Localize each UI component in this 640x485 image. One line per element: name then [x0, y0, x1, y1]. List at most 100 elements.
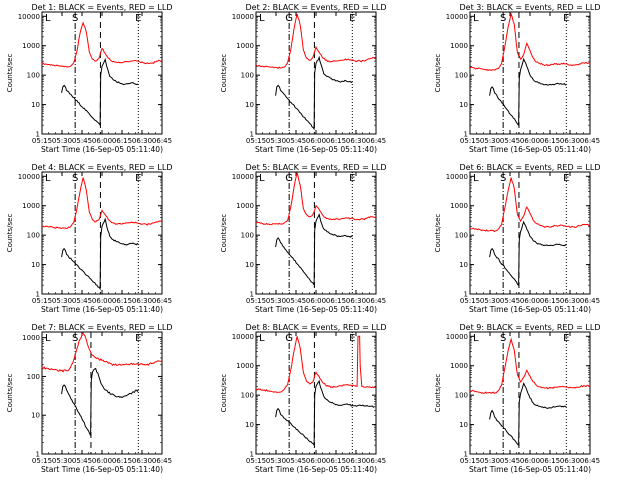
x-axis-title: Start Time (16-Sep-05 05:11:40) [41, 465, 163, 474]
x-tick-label: 06:00 [92, 457, 112, 465]
y-tick-label: 10 [245, 261, 254, 269]
x-tick-label: 05:45 [72, 297, 92, 305]
y-axis-title: Counts/sec [6, 374, 14, 413]
x-tick-label: 06:15 [540, 457, 560, 465]
y-tick-label: 100 [241, 72, 254, 80]
y-tick-label: 1000 [236, 202, 254, 210]
time-marker-label: E [349, 13, 355, 24]
x-axis-title: Start Time (16-Sep-05 05:11:40) [41, 305, 163, 314]
panel-title: Det 2: BLACK = Events, RED = LLD [246, 3, 387, 12]
x-tick-label: 05:15 [246, 137, 266, 145]
x-tick-label: 05:45 [286, 137, 306, 145]
y-tick-label: 10000 [232, 173, 254, 181]
y-tick-label: 100 [27, 373, 40, 381]
lld-series-line [41, 21, 163, 68]
panel-title: Det 3: BLACK = Events, RED = LLD [460, 3, 601, 12]
x-axis-title: Start Time (16-Sep-05 05:11:40) [255, 465, 377, 474]
corner-marker-label: L [45, 173, 51, 184]
x-tick-label: 05:15 [32, 297, 52, 305]
x-tick-label: 06:30 [560, 297, 580, 305]
chart-panel-6: Det 6: BLACK = Events, RED = LLD 1 10 100 10… [434, 163, 600, 314]
y-tick-label: 1000 [22, 334, 40, 342]
x-tick-label: 05:45 [72, 137, 92, 145]
time-marker-label: S [500, 13, 506, 24]
y-tick-label: 1000 [236, 362, 254, 370]
panel-title: Det 9: BLACK = Events, RED = LLD [460, 323, 601, 332]
x-tick-label: 06:30 [132, 137, 152, 145]
corner-marker-label: L [45, 333, 51, 344]
x-tick-label: 06:00 [306, 457, 326, 465]
y-tick-label: 100 [241, 232, 254, 240]
time-marker-label: S [72, 173, 78, 184]
x-tick-label: 06:00 [306, 297, 326, 305]
y-tick-label: 1 [464, 291, 468, 299]
x-axis-title: Start Time (16-Sep-05 05:11:40) [41, 145, 163, 154]
time-marker-label: S [72, 333, 78, 344]
y-tick-label: 10 [31, 261, 40, 269]
time-marker-label: G [285, 333, 293, 344]
plot-frame [41, 331, 163, 455]
x-tick-label: 06:45 [152, 457, 172, 465]
y-tick-label: 100 [455, 72, 468, 80]
x-tick-label: 05:45 [286, 297, 306, 305]
x-tick-label: 06:30 [346, 137, 366, 145]
x-tick-label: 06:00 [520, 137, 540, 145]
time-marker-label: E [135, 333, 141, 344]
panel-title: Det 8: BLACK = Events, RED = LLD [246, 323, 387, 332]
x-tick-label: 05:30 [52, 457, 72, 465]
y-tick-label: 10000 [232, 13, 254, 21]
lld-series-line [41, 332, 163, 373]
x-tick-label: 06:00 [92, 297, 112, 305]
x-tick-label: 06:00 [306, 137, 326, 145]
events-series-line [275, 55, 353, 131]
x-axis-title: Start Time (16-Sep-05 05:11:40) [255, 145, 377, 154]
time-marker-label: S [72, 13, 78, 24]
lld-series-line [41, 177, 163, 230]
y-axis-title: Counts/sec [434, 214, 442, 253]
y-tick-label: 100 [27, 232, 40, 240]
time-marker-label: E [135, 173, 141, 184]
x-tick-label: 05:15 [246, 457, 266, 465]
x-tick-label: 05:30 [480, 457, 500, 465]
x-axis-title: Start Time (16-Sep-05 05:11:40) [469, 305, 591, 314]
y-tick-label: 1000 [236, 42, 254, 50]
x-tick-label: 06:00 [520, 457, 540, 465]
panel-title: Det 7: BLACK = Events, RED = LLD [32, 323, 173, 332]
x-axis-title: Start Time (16-Sep-05 05:11:40) [469, 145, 591, 154]
lld-series-line [469, 12, 591, 72]
panel-title: Det 1: BLACK = Events, RED = LLD [32, 3, 173, 12]
y-tick-label: 10000 [446, 333, 468, 341]
time-marker-label: E [563, 173, 569, 184]
y-tick-label: 1 [250, 451, 254, 459]
x-tick-label: 05:45 [72, 457, 92, 465]
y-axis-title: Counts/sec [220, 214, 228, 253]
y-tick-label: 1 [250, 291, 254, 299]
x-tick-label: 06:45 [366, 297, 386, 305]
chart-panel-2: Det 2: BLACK = Events, RED = LLD 1 10 100 10… [220, 3, 386, 154]
chart-panel-9: Det 9: BLACK = Events, RED = LLD 1 10 100 10… [434, 323, 600, 474]
corner-marker-label: L [473, 173, 479, 184]
y-tick-label: 100 [455, 392, 468, 400]
x-tick-label: 06:30 [560, 457, 580, 465]
x-tick-label: 05:15 [460, 297, 480, 305]
y-tick-label: 10 [245, 101, 254, 109]
x-tick-label: 05:30 [52, 137, 72, 145]
x-tick-label: 06:30 [132, 297, 152, 305]
events-series-line [489, 381, 567, 447]
time-marker-label: E [563, 333, 569, 344]
y-tick-label: 10 [459, 421, 468, 429]
y-tick-label: 10 [31, 101, 40, 109]
y-tick-label: 1 [36, 131, 40, 139]
y-tick-label: 1 [250, 131, 254, 139]
y-tick-label: 10000 [18, 13, 40, 21]
x-tick-label: 06:15 [326, 457, 346, 465]
lld-series-line [469, 177, 591, 233]
y-tick-label: 100 [455, 232, 468, 240]
events-series-line [61, 367, 139, 436]
lld-series-line [469, 337, 590, 395]
x-tick-label: 05:30 [52, 297, 72, 305]
y-tick-label: 1 [464, 131, 468, 139]
chart-panel-4: Det 4: BLACK = Events, RED = LLD 1 10 100 10… [6, 163, 172, 314]
x-tick-label: 05:15 [460, 137, 480, 145]
